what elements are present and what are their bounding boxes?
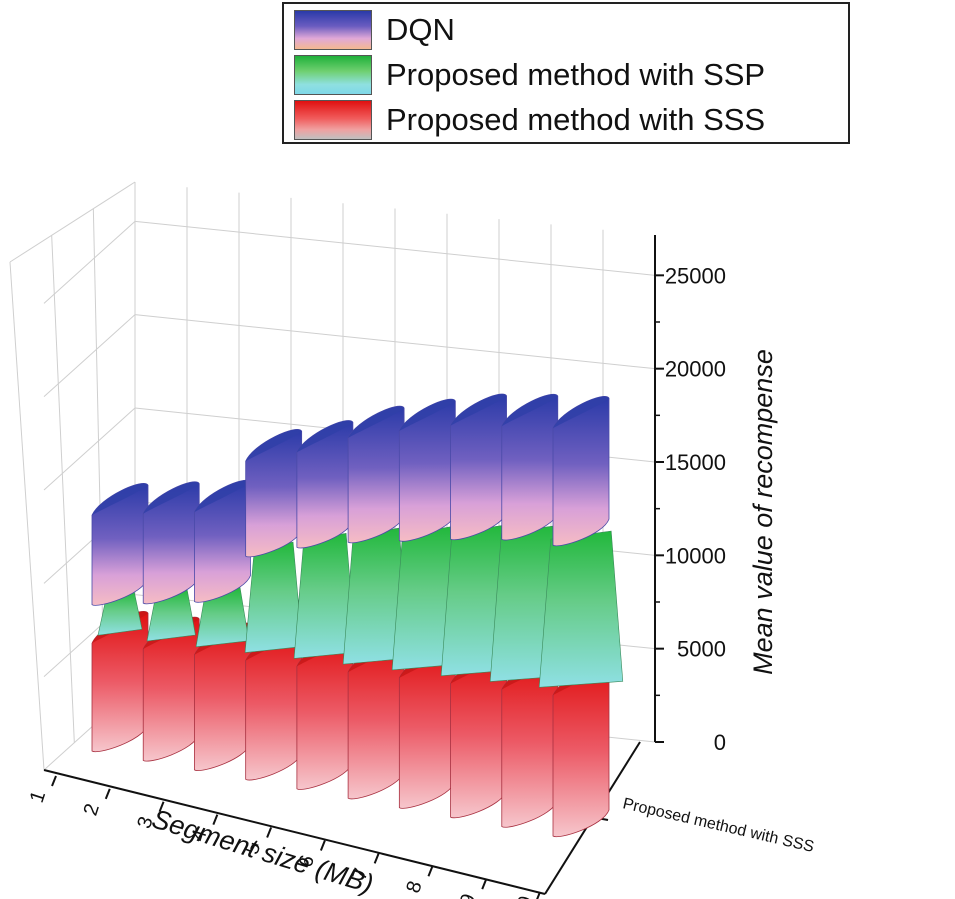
legend-swatch-dqn (294, 10, 372, 50)
z-tick-label: 5000 (677, 637, 726, 662)
x-tick (536, 891, 541, 899)
bar-dqn-top (501, 394, 558, 427)
grid-line-left-h (43, 314, 136, 398)
x-axis-title: Segment size (MB) (148, 803, 376, 899)
z-tick-label: 25000 (665, 263, 726, 288)
grid-line-left-h (43, 220, 136, 304)
legend: DQN Proposed method with SSP Proposed me… (282, 2, 850, 144)
x-tick (319, 840, 326, 851)
bar-dqn-top (399, 399, 456, 431)
bar-dqn (142, 481, 200, 605)
bar-ssp (244, 541, 303, 653)
x-tick (51, 775, 57, 787)
grid-line-left-edge (9, 261, 45, 771)
z-tick-label: 20000 (665, 357, 726, 382)
x-tick-label: 9 (456, 891, 480, 899)
bar-dqn (245, 429, 303, 558)
axis-layer: 050001000015000200002500012345678910 (26, 235, 726, 899)
x-axis-line (43, 769, 546, 895)
legend-swatch-ssp (294, 55, 372, 95)
bar-dqn-top (194, 480, 251, 513)
x-tick (266, 827, 273, 838)
grid-line-wall-h (134, 314, 656, 370)
x-tick (427, 865, 434, 877)
y-axis-title: Proposed method with SSS (621, 795, 815, 856)
legend-item-sss: Proposed method with SSS (290, 98, 846, 142)
legend-item-dqn: DQN (290, 8, 846, 52)
bar-dqn-top (92, 483, 148, 516)
bar-ssp (538, 530, 624, 688)
z-tick-label: 15000 (665, 450, 726, 475)
bar-dqn-top (450, 393, 507, 426)
z-axis-title: Mean value of recompense (748, 349, 778, 675)
bars-layer (91, 393, 624, 838)
bar-dqn-top (348, 406, 405, 439)
x-tick (158, 801, 165, 813)
x-tick (373, 852, 380, 864)
grid-line-wall-h (134, 220, 656, 276)
bar-dqn (194, 480, 251, 603)
x-tick-label: 2 (80, 801, 104, 818)
bar-dqn (296, 420, 354, 549)
legend-swatch-sss (294, 100, 372, 140)
legend-label-dqn: DQN (386, 12, 455, 47)
x-tick (212, 814, 219, 826)
z-tick-label: 10000 (665, 543, 726, 568)
bar-dqn (91, 483, 149, 606)
legend-label-ssp: Proposed method with SSP (386, 57, 766, 92)
legend-item-ssp: Proposed method with SSP (290, 53, 846, 97)
bar-dqn-top (143, 481, 200, 514)
bar-dqn-top (553, 396, 609, 429)
grid-line-left-v (51, 235, 75, 743)
bar-dqn (347, 405, 405, 544)
grid-line-left-h (43, 407, 136, 491)
x-tick-label: 10 (510, 894, 538, 899)
x-tick-label: 8 (402, 878, 426, 895)
x-tick-label: 1 (26, 788, 50, 805)
x-tick (481, 878, 488, 890)
x-tick (104, 788, 111, 800)
bar-dqn-top (245, 429, 302, 462)
bar-dqn-top (296, 420, 353, 453)
grid-line-left-top (9, 181, 136, 263)
z-tick-label: 0 (714, 730, 726, 755)
legend-label-sss: Proposed method with SSS (386, 102, 766, 137)
